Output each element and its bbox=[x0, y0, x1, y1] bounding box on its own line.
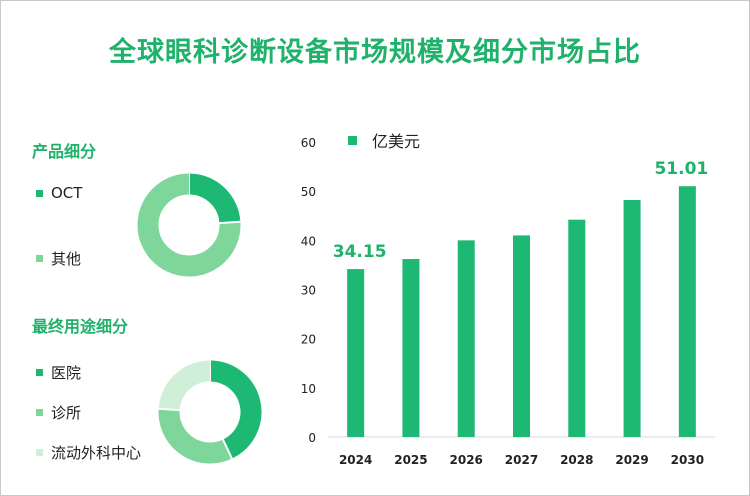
legend-label-oct: OCT bbox=[51, 184, 83, 202]
legend-item-other: 其他 bbox=[36, 248, 81, 269]
legend-swatch-clinic bbox=[36, 409, 43, 416]
enduse-section-title: 最终用途细分 bbox=[32, 317, 129, 336]
y-tick-label: 20 bbox=[301, 333, 316, 347]
product-donut-chart bbox=[137, 173, 241, 277]
bar-2027 bbox=[513, 235, 530, 437]
legend-swatch-hospital bbox=[36, 369, 43, 376]
legend-item-oct: OCT bbox=[36, 184, 82, 202]
legend-label-asc: 流动外科中心 bbox=[51, 444, 142, 462]
data-label: 34.15 bbox=[333, 242, 387, 262]
y-tick-label: 30 bbox=[301, 284, 316, 298]
x-tick-label: 2027 bbox=[505, 453, 538, 467]
y-tick-label: 10 bbox=[301, 382, 316, 396]
x-tick-label: 2030 bbox=[671, 453, 704, 467]
legend-swatch-asc bbox=[36, 449, 43, 456]
legend-item-asc: 流动外科中心 bbox=[36, 442, 141, 463]
legend-item-clinic: 诊所 bbox=[36, 402, 81, 423]
x-tick-label: 2026 bbox=[450, 453, 483, 467]
donut-enduse-slice-0 bbox=[209, 360, 262, 459]
y-tick-label: 40 bbox=[301, 234, 316, 248]
donut-enduse-separator-2 bbox=[158, 407, 180, 412]
y-tick-label: 50 bbox=[301, 185, 316, 199]
donut-product-slice-1 bbox=[137, 173, 241, 277]
product-section-title: 产品细分 bbox=[32, 142, 97, 161]
enduse-donut-chart bbox=[158, 360, 262, 464]
bar-2028 bbox=[568, 219, 586, 437]
x-tick-label: 2028 bbox=[560, 453, 593, 467]
legend-label-hospital: 医院 bbox=[51, 364, 82, 382]
bar-2030 bbox=[678, 186, 696, 437]
page-title: 全球眼科诊断设备市场规模及细分市场占比 bbox=[109, 37, 641, 68]
donut-enduse-separator-1 bbox=[222, 439, 233, 460]
legend-swatch-oct bbox=[36, 189, 43, 197]
x-tick-label: 2025 bbox=[394, 453, 427, 467]
donut-product-separator-1 bbox=[219, 220, 241, 225]
bar-2026 bbox=[457, 240, 475, 437]
donut-enduse-slice-2 bbox=[158, 360, 211, 411]
y-tick-label: 0 bbox=[308, 431, 316, 445]
legend-label-other: 其他 bbox=[51, 250, 82, 268]
bar-2024 bbox=[347, 269, 365, 437]
legend-label-clinic: 诊所 bbox=[51, 404, 82, 422]
y-tick-label: 60 bbox=[301, 136, 316, 150]
legend-item-hospital: 医院 bbox=[36, 362, 81, 383]
donut-product-slice-0 bbox=[188, 173, 241, 224]
bar-2029 bbox=[623, 200, 641, 437]
legend-swatch-other bbox=[36, 255, 43, 262]
x-tick-label: 2029 bbox=[615, 453, 648, 467]
donut-enduse-slice-1 bbox=[158, 408, 232, 464]
x-tick-label: 2024 bbox=[339, 453, 372, 467]
data-label: 51.01 bbox=[654, 159, 708, 179]
bar-2025 bbox=[402, 259, 420, 437]
bar-legend-swatch bbox=[348, 136, 357, 145]
bar-legend-label: 亿美元 bbox=[372, 132, 420, 151]
